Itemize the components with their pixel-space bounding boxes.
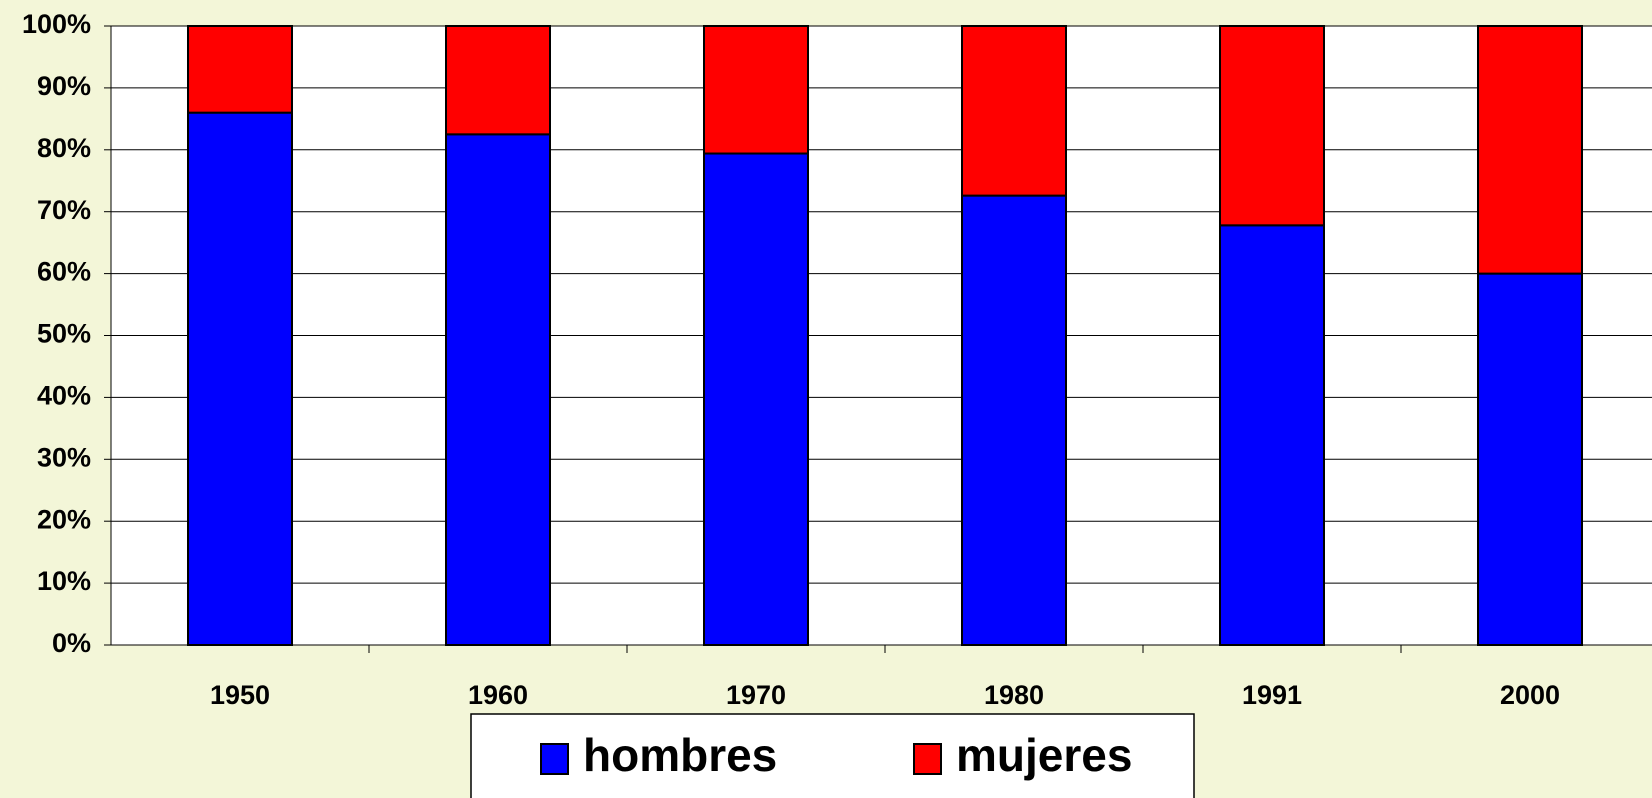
bar-segment xyxy=(1477,272,1583,646)
bar-segment xyxy=(1219,224,1325,646)
y-tick-label: 60% xyxy=(37,257,91,287)
x-tick-label: 1950 xyxy=(210,680,270,710)
y-tick-label: 90% xyxy=(37,71,91,101)
y-tick-label: 100% xyxy=(22,9,91,39)
x-tick-label: 1960 xyxy=(468,680,528,710)
legend-swatch xyxy=(540,743,569,775)
x-tick-label: 1970 xyxy=(726,680,786,710)
legend-box xyxy=(470,713,1195,798)
y-tick-label: 50% xyxy=(37,319,91,349)
legend-swatch xyxy=(913,743,942,775)
x-tick-label: 1991 xyxy=(1242,680,1302,710)
bar-segment xyxy=(187,111,293,647)
legend-label: hombres xyxy=(583,729,777,781)
bar-segment xyxy=(961,25,1067,197)
x-tick-label: 2000 xyxy=(1500,680,1560,710)
y-tick-label: 70% xyxy=(37,195,91,225)
y-tick-label: 40% xyxy=(37,381,91,411)
y-tick-label: 10% xyxy=(37,566,91,596)
y-tick-label: 0% xyxy=(52,628,91,658)
y-tick-label: 20% xyxy=(37,504,91,534)
bar-segment xyxy=(445,25,551,136)
legend-label: mujeres xyxy=(956,729,1132,781)
bar-segment xyxy=(445,133,551,646)
bar-segment xyxy=(961,194,1067,647)
x-tick-label: 1980 xyxy=(984,680,1044,710)
y-tick-label: 30% xyxy=(37,442,91,472)
bar-segment xyxy=(1477,25,1583,275)
bar-segment xyxy=(703,25,809,155)
bar-segment xyxy=(703,152,809,646)
bar-segment xyxy=(187,25,293,114)
bar-segment xyxy=(1219,25,1325,227)
y-tick-label: 80% xyxy=(37,133,91,163)
